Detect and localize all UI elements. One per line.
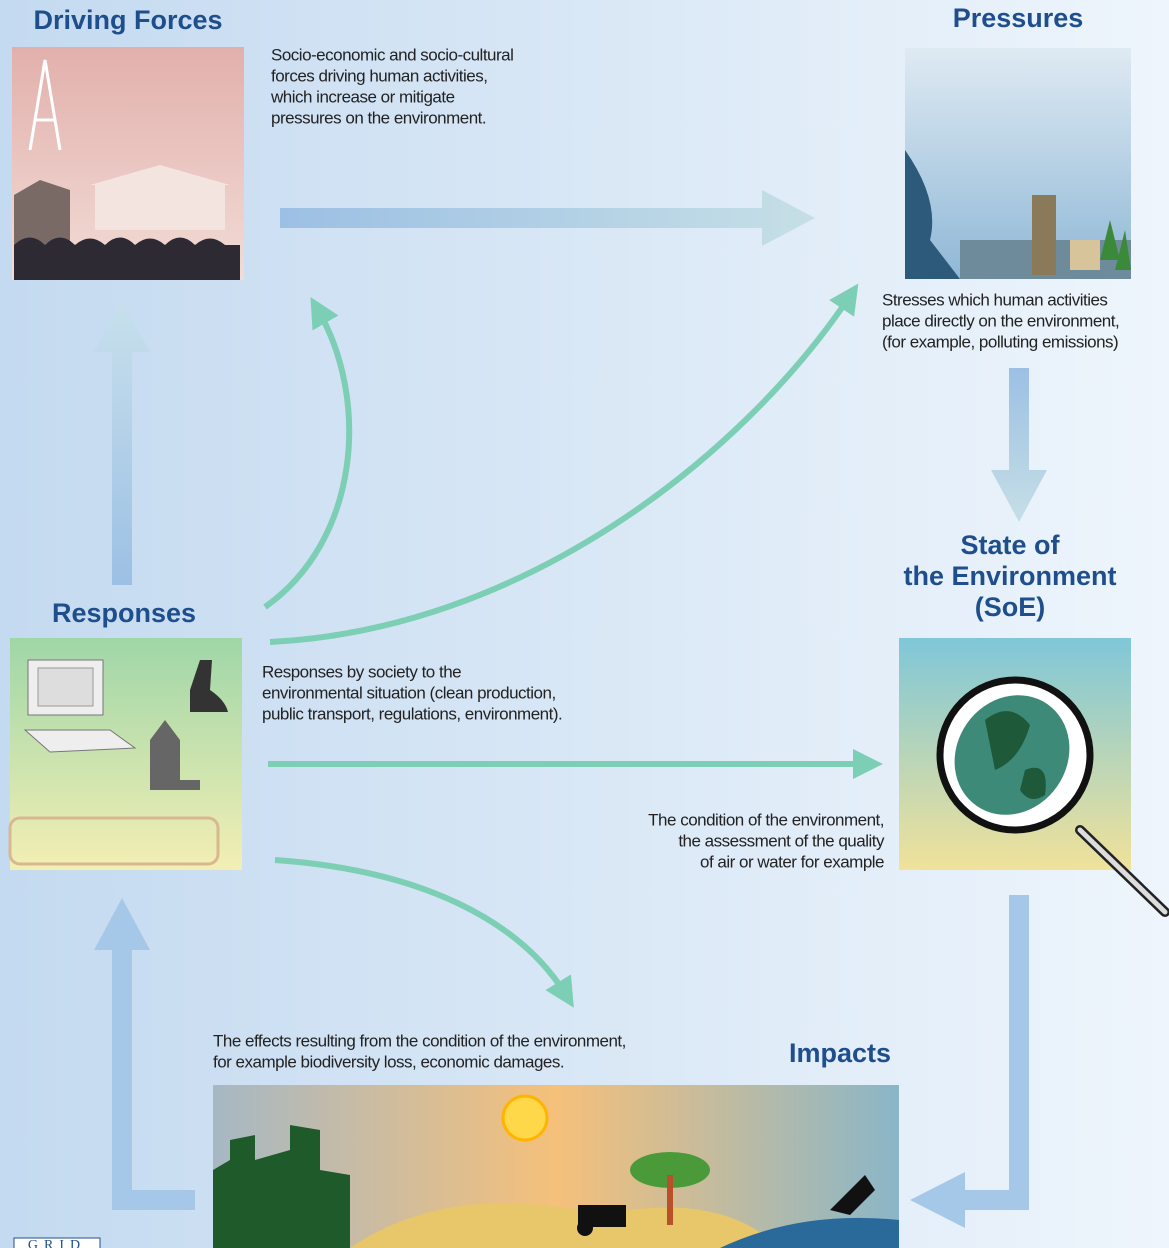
node-description: the assessment of the quality [678,831,885,850]
node-description: which increase or mitigate [270,87,455,106]
node-description: of air or water for example [700,852,884,871]
illustration-pressures [905,48,1131,279]
node-title: State of [960,530,1060,560]
node-description: Responses by society to the [262,662,461,681]
illustration-responses [10,638,242,870]
node-description: The effects resulting from the condition… [213,1031,626,1050]
node-title: Pressures [953,3,1084,33]
node-title: (SoE) [975,592,1046,622]
page: {"nodes": [ {"title": ["Driving Forces"]… [0,0,1169,1248]
logo: GRID [14,1238,100,1248]
node-description: Stresses which human activities [882,290,1107,309]
node-description: pressures on the environment. [271,108,486,127]
illustration-driving-forces [12,47,244,280]
node-description: place directly on the environment, [882,311,1119,330]
node-description: forces driving human activities, [271,66,487,85]
node-title: Driving Forces [33,5,222,35]
node-description: environmental situation (clean productio… [262,683,556,702]
node-description: (for example, polluting emissions) [882,332,1118,351]
node-title: Responses [52,598,196,628]
node-description: for example biodiversity loss, economic … [213,1052,564,1071]
diagram: GRID Driving Forces Socio-economic and so… [0,0,1169,1248]
node-title: the Environment [903,561,1116,591]
node-title: Impacts [789,1038,891,1068]
node-description: public transport, regulations, environme… [262,704,562,723]
node-description: Socio-economic and socio-cultural [271,45,513,64]
body: GRID Driving Forces Socio-economic and so… [0,0,1169,1248]
illustration-impacts [213,1085,899,1248]
node-description: The condition of the environment, [648,810,884,829]
logo-text: GRID [28,1238,86,1248]
